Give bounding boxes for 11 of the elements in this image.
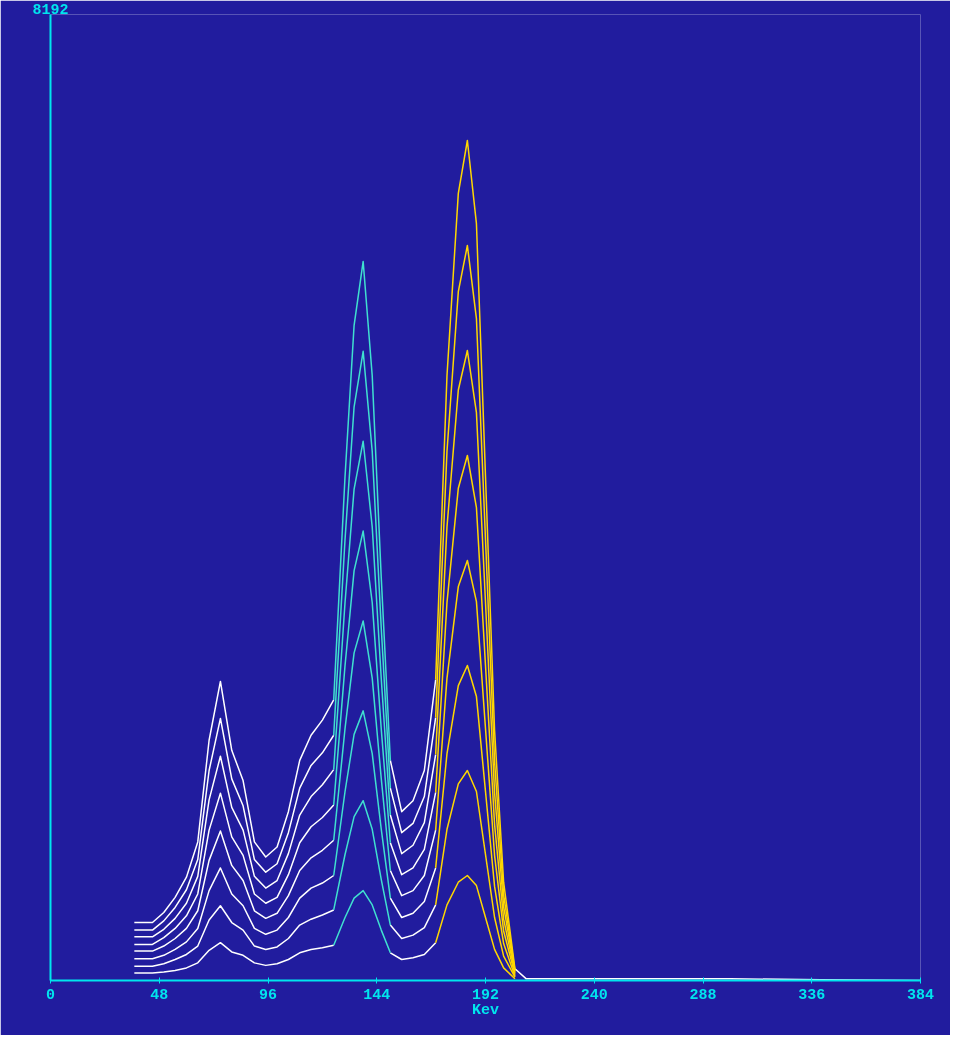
x-tick-label: 0 xyxy=(46,986,56,1004)
x-tick-label: 384 xyxy=(907,986,935,1004)
x-tick-label: 144 xyxy=(363,986,391,1004)
x-axis-title: Kev xyxy=(472,1001,500,1019)
x-tick-label: 192 xyxy=(472,986,500,1004)
x-tick-label: 96 xyxy=(259,986,278,1004)
x-tick-label: 48 xyxy=(150,986,169,1004)
x-tick-label: 240 xyxy=(580,986,608,1004)
x-tick-label: 336 xyxy=(798,986,826,1004)
x-tick-label: 288 xyxy=(689,986,717,1004)
text: 8192 xyxy=(32,1,69,19)
